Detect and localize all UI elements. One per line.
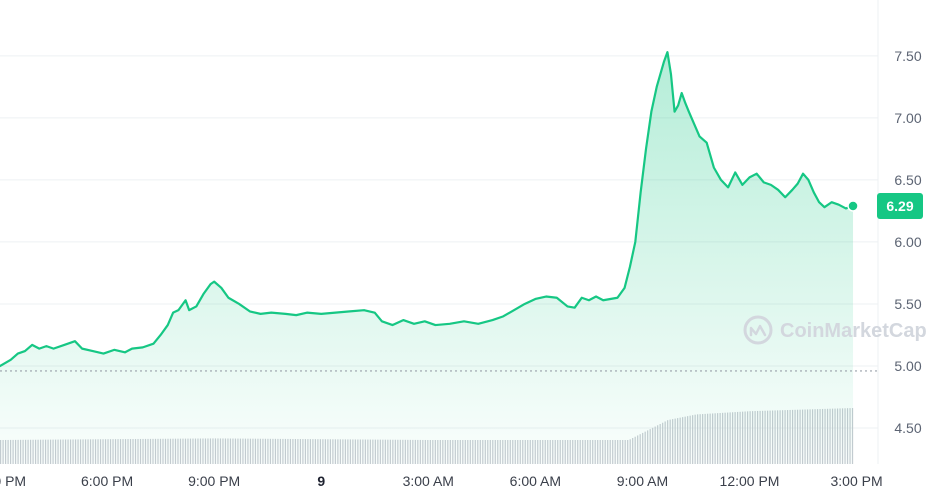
price-line-path bbox=[0, 51, 855, 368]
x-tick-label: 3:00 AM bbox=[403, 473, 454, 489]
price-area bbox=[0, 52, 854, 465]
x-tick-label: 6:00 PM bbox=[81, 473, 133, 489]
x-tick-label: 3:00 PM bbox=[831, 473, 883, 489]
y-tick-label: 4.50 bbox=[894, 420, 921, 436]
watermark: CoinMarketCap bbox=[743, 315, 927, 345]
current-price-marker: 6.29 bbox=[847, 192, 923, 219]
watermark-text: CoinMarketCap bbox=[780, 320, 927, 342]
price-area-fill bbox=[0, 52, 854, 465]
y-tick-label: 5.50 bbox=[894, 296, 921, 312]
x-tick-label: 12:00 PM bbox=[720, 473, 780, 489]
current-price-label: 6.29 bbox=[886, 198, 913, 214]
y-tick-label: 7.50 bbox=[894, 48, 921, 64]
current-price-badge bbox=[877, 192, 923, 219]
y-tick-label: 7.00 bbox=[894, 110, 921, 126]
y-tick-label: 6.50 bbox=[894, 172, 921, 188]
y-tick-label: 5.00 bbox=[894, 358, 921, 374]
x-tick-label: 9:00 AM bbox=[617, 473, 668, 489]
x-tick-label: 9:00 PM bbox=[188, 473, 240, 489]
x-tick-label: 3:00 PM bbox=[0, 473, 26, 489]
x-tick-label: 9 bbox=[317, 473, 325, 489]
x-axis: 3:00 PM 6:00 PM 9:00 PM 9 3:00 AM 6:00 AM 9:00… bbox=[0, 473, 883, 489]
price-line bbox=[0, 51, 855, 368]
y-axis: 7.50 7.00 6.50 6.00 5.50 5.00 4.50 bbox=[894, 48, 921, 436]
x-tick-label: 6:00 AM bbox=[510, 473, 561, 489]
current-price-dot bbox=[847, 200, 859, 212]
y-tick-label: 6.00 bbox=[894, 234, 921, 250]
coinmarketcap-logo-icon bbox=[743, 315, 773, 345]
